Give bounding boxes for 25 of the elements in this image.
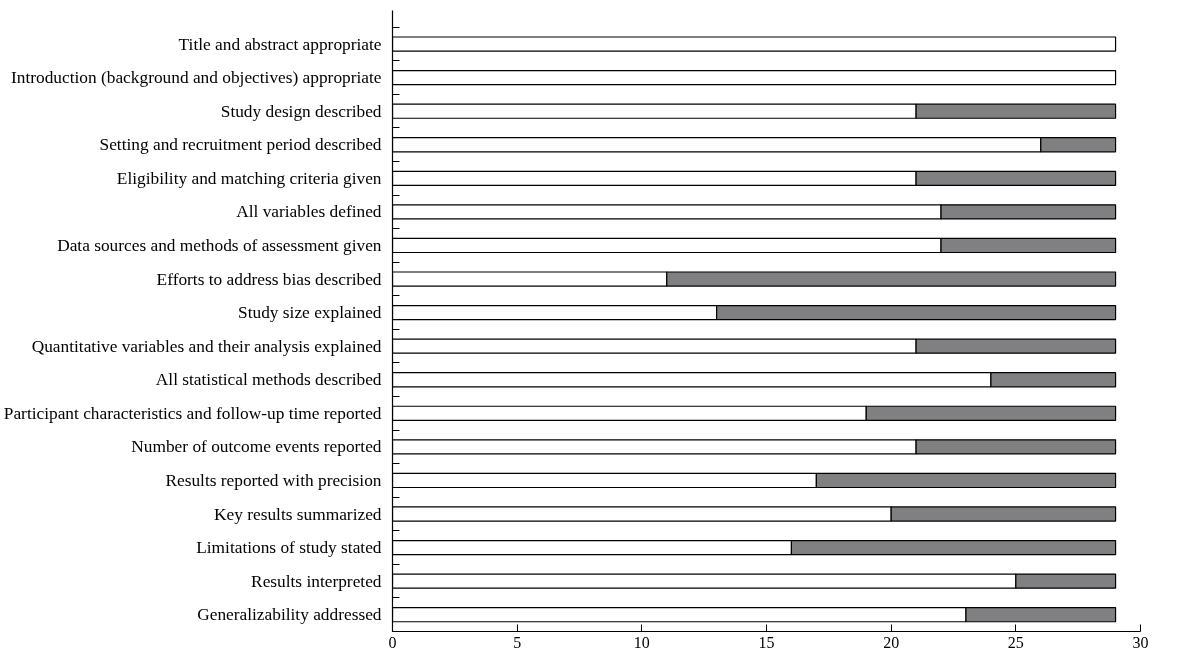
x-tick-label: 15	[758, 633, 775, 651]
x-tick-label: 10	[633, 633, 650, 651]
y-tick-label: Participant characteristics and follow-up time reported	[3, 403, 382, 423]
x-tick-label: 0	[388, 633, 397, 651]
x-tick-label: 20	[883, 633, 900, 651]
x-tick-label: 5	[513, 633, 522, 651]
y-tick-label: Quantitative variables and their analysis explained	[31, 336, 382, 356]
y-tick-label: Study size explained	[238, 303, 382, 323]
y-tick-label: Setting and recruitment period described	[99, 135, 382, 155]
x-tick-label: 25	[1007, 633, 1024, 651]
y-tick-label: Results interpreted	[251, 571, 382, 591]
y-tick-label: Introduction (background and objectives) appropriate	[11, 68, 382, 88]
y-tick-label: Results reported with precision	[165, 470, 382, 490]
y-tick-label: Number of outcome events reported	[131, 437, 382, 457]
x-tick-label: 30	[1132, 633, 1149, 651]
y-tick-label: Title and abstract appropriate	[178, 34, 382, 54]
y-tick-label: Study design described	[220, 101, 382, 121]
y-tick-label: Eligibility and matching criteria given	[116, 168, 382, 188]
y-tick-label: All statistical methods described	[155, 370, 382, 390]
y-tick-label: Limitations of study stated	[196, 538, 382, 558]
y-tick-label: Data sources and methods of assessment given	[57, 235, 382, 255]
y-tick-label: Generalizability addressed	[197, 605, 382, 625]
y-tick-label: All variables defined	[236, 202, 382, 222]
y-tick-label: Efforts to address bias described	[156, 269, 382, 289]
y-tick-label: Key results summarized	[214, 504, 382, 524]
